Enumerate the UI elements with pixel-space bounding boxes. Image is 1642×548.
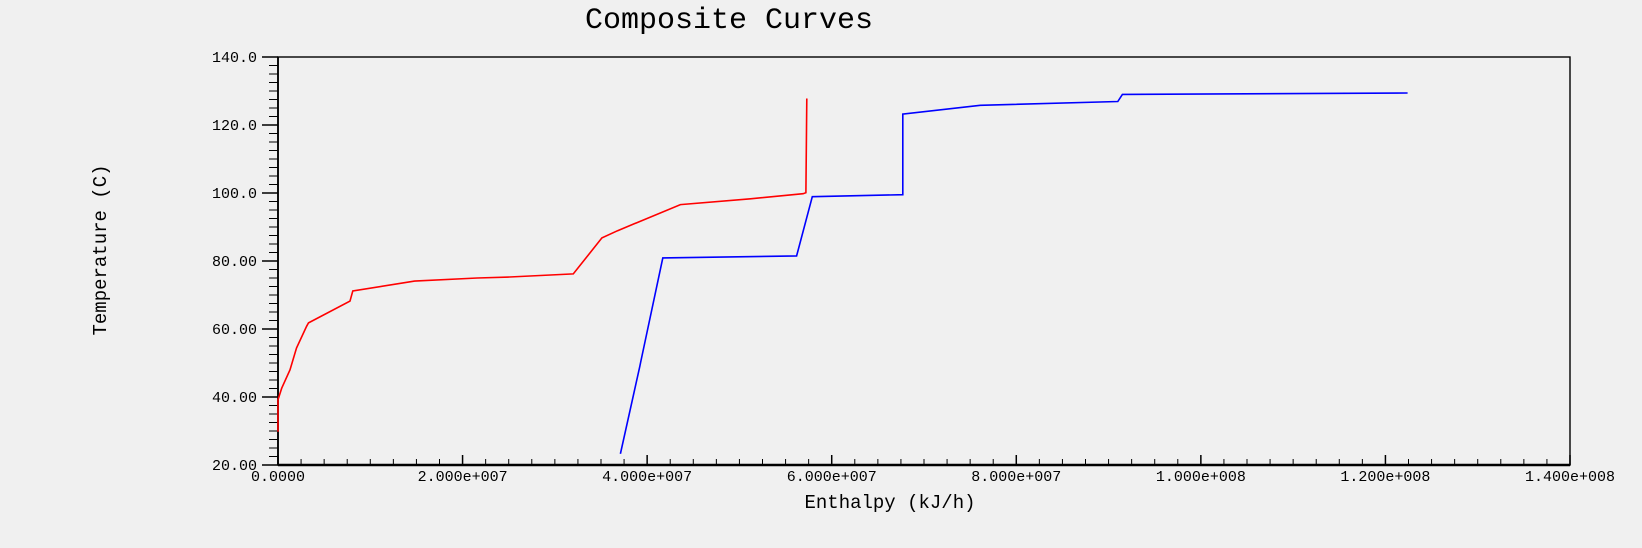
cold-composite-curve bbox=[277, 98, 808, 432]
y-tick-label: 100.0 bbox=[212, 186, 257, 203]
chart-title: Composite Curves bbox=[584, 4, 874, 38]
x-axis-tick-labels: 0.0000 2.000e+007 4.000e+007 6.000e+007 8.00… bbox=[251, 469, 1615, 486]
x-tick-label: 6.000e+007 bbox=[787, 469, 877, 486]
x-tick-label: 1.200e+008 bbox=[1340, 469, 1430, 486]
y-axis-tick-labels: 140.0 120.0 100.0 80.00 60.00 40.00 20.00 bbox=[212, 50, 257, 475]
y-tick-label: 120.0 bbox=[212, 118, 257, 135]
x-axis-label: Enthalpy (kJ/h) bbox=[804, 492, 976, 514]
y-tick-label: 80.00 bbox=[212, 254, 257, 271]
x-tick-label: 1.000e+008 bbox=[1156, 469, 1246, 486]
y-tick-label: 140.0 bbox=[212, 50, 257, 67]
x-axis-ticks bbox=[277, 455, 1571, 465]
y-tick-label: 60.00 bbox=[212, 322, 257, 339]
plot-border bbox=[277, 56, 1571, 466]
y-axis-ticks bbox=[262, 56, 278, 466]
y-tick-label: 40.00 bbox=[212, 390, 257, 407]
hot-composite-curve bbox=[619, 92, 1408, 454]
x-tick-label: 2.000e+007 bbox=[418, 469, 508, 486]
y-tick-label: 20.00 bbox=[212, 458, 257, 475]
x-tick-label: 8.000e+007 bbox=[971, 469, 1061, 486]
x-tick-label: 0.0000 bbox=[251, 469, 305, 486]
x-tick-label: 4.000e+007 bbox=[602, 469, 692, 486]
x-tick-label: 1.400e+008 bbox=[1525, 469, 1615, 486]
